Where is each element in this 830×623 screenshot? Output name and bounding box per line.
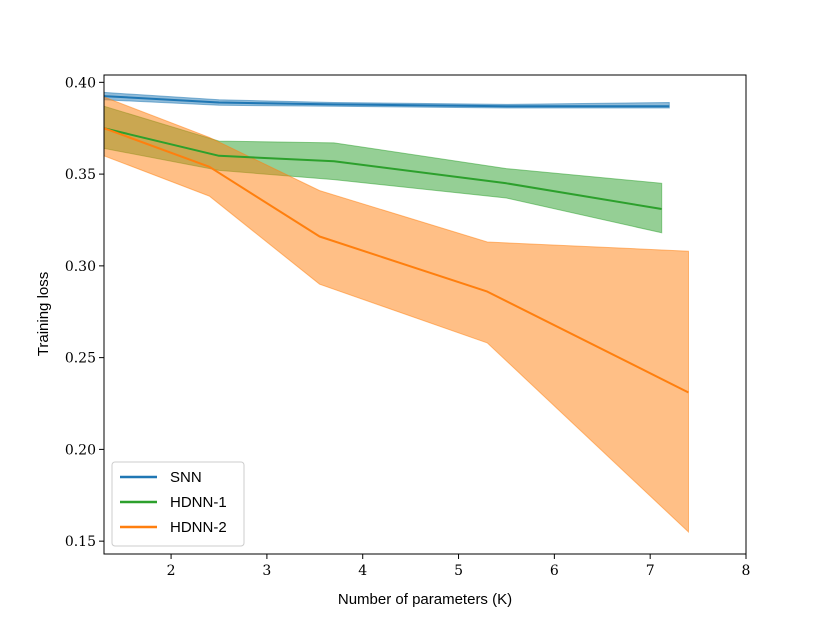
x-tick-label: 2 <box>167 563 176 579</box>
hdnn-2-confidence-band <box>104 96 689 534</box>
y-axis-label: Training loss <box>35 272 52 356</box>
y-tick-label: 0.35 <box>65 167 96 183</box>
y-axis-ticks: 0.15 0.20 0.25 0.30 0.35 0.40 <box>65 75 104 550</box>
y-tick-label: 0.25 <box>65 351 96 367</box>
x-tick-label: 8 <box>742 563 751 579</box>
hdnn-2-legend-label: HDNN-2 <box>170 519 227 536</box>
y-tick-label: 0.15 <box>65 534 96 550</box>
plot-frame <box>103 74 747 555</box>
snn-legend-label: SNN <box>170 469 202 486</box>
x-tick-label: 6 <box>550 563 559 579</box>
legend: SNN HDNN-1 HDNN-2 <box>111 461 245 547</box>
x-tick-label: 5 <box>454 563 463 579</box>
legend-box <box>111 461 245 547</box>
hdnn-1-line <box>104 127 662 210</box>
y-tick-label: 0.30 <box>65 259 96 275</box>
x-axis-ticks: 2 3 4 5 6 7 8 <box>167 554 751 579</box>
snn-line <box>104 95 670 108</box>
hdnn-2-line <box>104 127 689 394</box>
confidence-bands <box>104 91 689 534</box>
y-tick-label: 0.40 <box>65 75 96 91</box>
x-tick-label: 3 <box>262 563 271 579</box>
hdnn-1-legend-label: HDNN-1 <box>170 494 227 511</box>
y-tick-label: 0.20 <box>65 442 96 458</box>
series-lines <box>104 95 689 394</box>
snn-confidence-band <box>104 91 670 109</box>
x-tick-label: 4 <box>358 563 367 579</box>
x-tick-label: 7 <box>646 563 655 579</box>
x-axis-label: Number of parameters (K) <box>338 591 512 608</box>
